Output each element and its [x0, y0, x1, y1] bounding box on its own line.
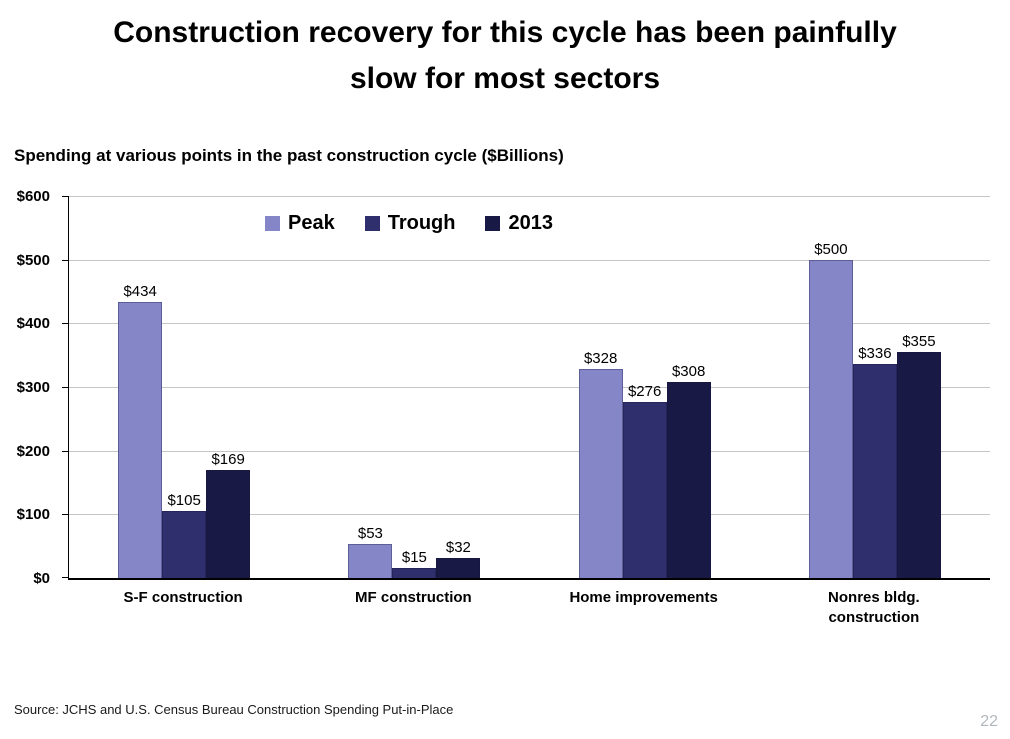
y-axis-tick [62, 259, 69, 261]
bar-peak [348, 544, 393, 578]
bar-2013 [896, 351, 941, 578]
gridline [69, 387, 990, 388]
x-axis-labels: S-F construction MF construction Home impr… [68, 588, 989, 628]
legend: Peak Trough 2013 [265, 212, 553, 235]
y-tick-label: $400 [16, 315, 50, 333]
x-category-label: MF construction [298, 588, 528, 628]
y-axis-tick [62, 450, 69, 452]
bar-value-label: $276 [627, 383, 662, 401]
x-category-label: Home improvements [529, 588, 759, 628]
slide-title: Construction recovery for this cycle has… [0, 10, 1010, 102]
bar-group-2: $53 $15 $32 [299, 196, 529, 578]
bar-column: $15 [392, 549, 437, 578]
gridline [69, 323, 990, 325]
legend-label-peak: Peak [288, 212, 335, 234]
bar-value-label: $355 [902, 332, 936, 350]
gridline [69, 259, 990, 261]
bar-2013 [436, 557, 481, 578]
source-note: Source: JCHS and U.S. Census Bureau Cons… [14, 702, 454, 717]
bar-trough [392, 568, 437, 578]
bar-value-label: $169 [211, 451, 245, 469]
y-tick-label: $0 [33, 570, 50, 587]
bar-value-label: $53 [357, 525, 383, 543]
y-tick-label: $600 [16, 188, 50, 205]
legend-item-peak: Peak [265, 212, 335, 235]
bar-column: $328 [578, 350, 623, 578]
bar-column: $53 [348, 525, 393, 578]
x-category-text: S-F construction [123, 589, 243, 606]
bar-2013 [666, 381, 711, 578]
y-axis-tick [62, 514, 69, 516]
bar-column: $276 [622, 383, 667, 578]
bar-peak [808, 259, 853, 578]
slide-title-line2: slow for most sectors [349, 62, 661, 95]
bar-column: $434 [118, 282, 163, 578]
x-category-text: MF construction [355, 589, 472, 606]
bar-group-1: $434 $105 $169 [69, 196, 299, 578]
y-axis-tick [62, 387, 69, 388]
bar-peak [578, 369, 623, 578]
slide-title-line1: Construction recovery for this cycle has… [113, 16, 897, 49]
legend-label-2013: 2013 [508, 212, 553, 234]
bar-trough [852, 364, 897, 578]
bar-value-label: $105 [167, 492, 201, 510]
bar-column: $169 [206, 451, 251, 578]
bar-value-label: $32 [445, 538, 471, 556]
y-tick-label: $500 [16, 251, 50, 269]
bar-column: $308 [666, 362, 711, 578]
legend-item-2013: 2013 [485, 212, 553, 235]
x-category-label: S-F construction [68, 588, 298, 628]
bar-value-label: $500 [814, 240, 848, 258]
x-category-text: Nonres bldg. construction [828, 589, 920, 626]
y-axis-tick [62, 323, 69, 325]
y-axis-labels: $0 $100 $200 $300 $400 $500 $600 [0, 188, 60, 587]
bar-value-label: $336 [858, 345, 892, 363]
bar-value-label: $328 [583, 350, 618, 368]
bar-value-label: $308 [671, 362, 706, 380]
bar-value-label: $15 [401, 549, 427, 567]
legend-swatch-trough [364, 216, 380, 231]
gridline [69, 196, 990, 197]
bar-group-4: $500 $336 $355 [760, 196, 990, 578]
gridline [69, 450, 990, 452]
bar-value-label: $434 [123, 282, 157, 300]
bar-column: $500 [808, 240, 853, 578]
bar-column: $336 [852, 345, 897, 578]
page-number: 22 [980, 713, 998, 730]
legend-swatch-peak [265, 216, 280, 231]
bar-column: $105 [162, 492, 207, 578]
legend-item-trough: Trough [364, 212, 456, 235]
y-axis-tick [62, 196, 69, 197]
gridline [69, 514, 990, 516]
bar-trough [622, 402, 667, 578]
bars-layer: $434 $105 $169 $53 $15 $32 $328 $276 $308 $500 $33… [69, 196, 990, 578]
legend-swatch-2013 [485, 216, 501, 231]
legend-label-trough: Trough [387, 212, 456, 234]
bar-trough [162, 511, 207, 578]
bar-column: $355 [896, 332, 941, 578]
y-tick-label: $200 [16, 442, 50, 460]
plot-area: Peak Trough 2013 $434 $105 $169 $53 $15 $32 $3… [62, 196, 990, 580]
x-category-text: Home improvements [569, 589, 718, 606]
bar-2013 [206, 470, 251, 578]
y-tick-label: $300 [16, 379, 50, 396]
x-category-label: Nonres bldg. construction [759, 588, 989, 628]
bar-group-3: $328 $276 $308 [530, 196, 760, 578]
bar-peak [118, 301, 163, 578]
y-tick-label: $100 [16, 506, 50, 524]
bar-column: $32 [436, 538, 481, 578]
y-axis-tick [62, 577, 69, 578]
chart-subtitle: Spending at various points in the past c… [14, 146, 564, 165]
